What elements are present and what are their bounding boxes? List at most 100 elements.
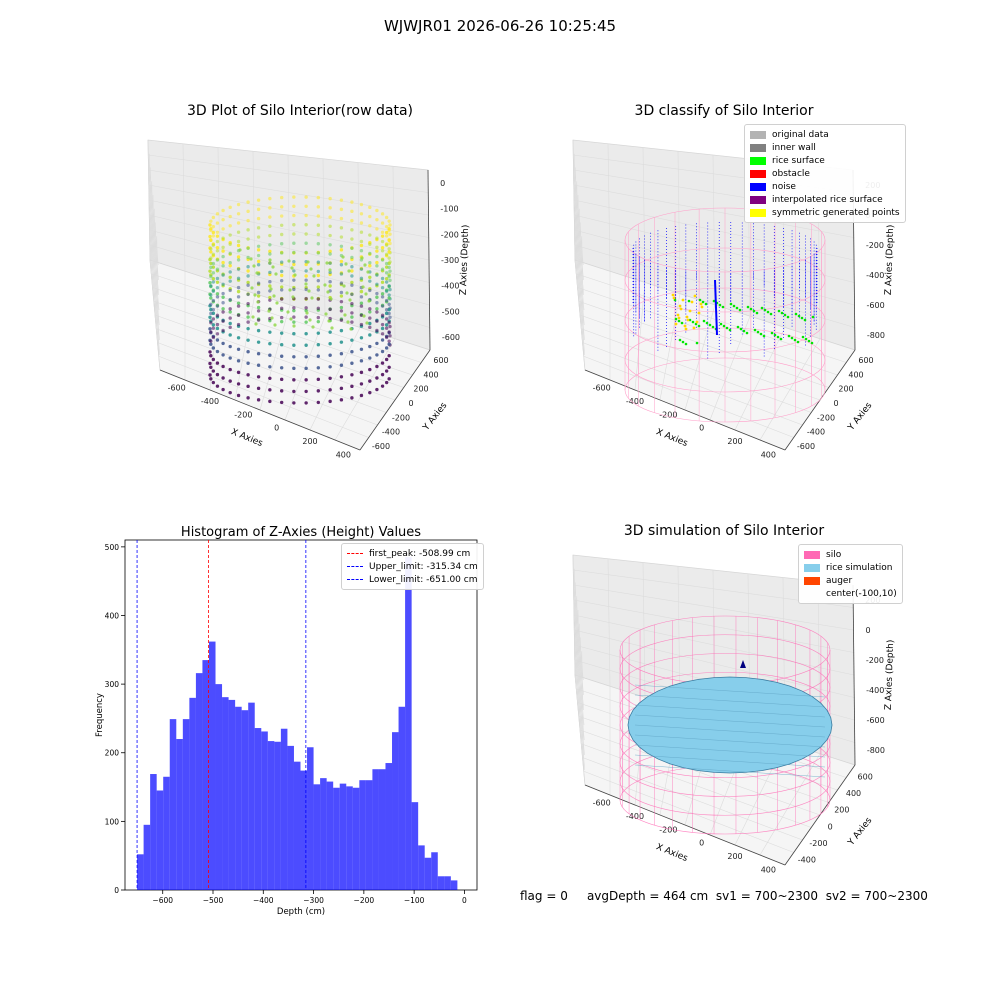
raw-point bbox=[290, 266, 294, 270]
raw-point bbox=[375, 387, 379, 392]
simulation-gridline bbox=[580, 637, 583, 758]
raw-point bbox=[236, 267, 241, 271]
classify-rice-point bbox=[697, 324, 701, 328]
classify-rice-point bbox=[801, 335, 805, 339]
raw-point bbox=[339, 398, 344, 402]
raw-point bbox=[316, 273, 321, 278]
raw-point bbox=[228, 242, 232, 246]
raw-point bbox=[268, 279, 272, 284]
histogram-bar bbox=[182, 719, 190, 890]
raw-gridline bbox=[157, 342, 378, 426]
raw-point bbox=[375, 328, 379, 333]
raw-point bbox=[228, 367, 232, 372]
raw-point bbox=[246, 338, 250, 342]
classify-x-tick: -600 bbox=[593, 384, 611, 393]
raw-point bbox=[221, 341, 225, 346]
raw-point bbox=[228, 261, 232, 265]
raw-point bbox=[384, 346, 389, 350]
classify-rice-point bbox=[739, 327, 743, 331]
raw-point bbox=[211, 280, 216, 284]
raw-point bbox=[209, 284, 213, 288]
raw-point bbox=[384, 326, 389, 330]
histogram-y-tick: 0 bbox=[114, 886, 119, 895]
simulation-y-tick: -400 bbox=[798, 856, 816, 865]
raw-point bbox=[215, 372, 220, 377]
raw-point bbox=[328, 388, 332, 392]
classify-rice-point bbox=[776, 335, 780, 339]
raw-point bbox=[384, 265, 389, 269]
raw-point bbox=[209, 219, 213, 223]
raw-point bbox=[215, 258, 220, 262]
raw-point bbox=[388, 334, 392, 338]
histogram-legend-label: Upper_limit: -315.34 cm bbox=[369, 561, 478, 572]
classify-gridline bbox=[580, 222, 583, 343]
raw-point bbox=[316, 354, 321, 358]
raw-point bbox=[359, 347, 364, 352]
raw-point bbox=[236, 347, 241, 352]
raw-point bbox=[387, 311, 391, 316]
raw-point bbox=[211, 271, 216, 275]
raw-y-tick: -400 bbox=[382, 428, 400, 437]
raw-point bbox=[350, 311, 354, 315]
raw-gridline bbox=[148, 199, 160, 311]
raw-point bbox=[256, 253, 261, 258]
raw-point bbox=[279, 223, 284, 227]
classify-rice-point bbox=[732, 304, 736, 308]
simulation-x-label: X Axies bbox=[654, 842, 689, 864]
simulation-x-axis bbox=[584, 784, 786, 866]
raw-point bbox=[384, 252, 389, 257]
raw-point bbox=[221, 236, 225, 240]
raw-point bbox=[309, 267, 313, 271]
raw-point bbox=[268, 233, 272, 238]
raw-point bbox=[324, 312, 328, 316]
raw-point bbox=[292, 204, 296, 208]
raw-point bbox=[339, 198, 344, 202]
classify-rice-point bbox=[695, 341, 699, 345]
raw-point bbox=[236, 382, 241, 386]
raw-point bbox=[215, 384, 220, 388]
raw-point bbox=[279, 389, 284, 393]
histogram-bar bbox=[254, 728, 262, 890]
raw-point bbox=[305, 311, 309, 315]
raw-point bbox=[328, 284, 332, 288]
raw-point bbox=[292, 401, 296, 405]
classify-rice-point bbox=[766, 310, 770, 314]
simulation-mesh-line bbox=[634, 754, 826, 768]
classify-gridline bbox=[572, 154, 584, 266]
raw-point bbox=[380, 230, 385, 235]
simulation-z-tick: -800 bbox=[867, 746, 885, 755]
classify-symmetric-point bbox=[699, 302, 703, 306]
raw-point bbox=[304, 278, 308, 282]
histogram-legend: first_peak: -508.99 cm Upper_limit: -315.… bbox=[341, 543, 484, 590]
raw-point bbox=[304, 241, 308, 245]
raw-point bbox=[328, 341, 332, 346]
classify-symmetric-point bbox=[695, 320, 699, 324]
raw-point bbox=[268, 365, 272, 369]
raw-point bbox=[211, 380, 216, 385]
raw-point bbox=[380, 280, 385, 285]
raw-point bbox=[359, 313, 364, 318]
raw-point bbox=[384, 234, 389, 238]
raw-point bbox=[209, 365, 213, 369]
raw-point bbox=[380, 361, 385, 365]
simulation-z-tick: -200 bbox=[866, 656, 884, 665]
raw-point bbox=[350, 315, 354, 319]
raw-point bbox=[236, 304, 241, 308]
raw-point bbox=[304, 287, 308, 292]
classify-rice-point bbox=[745, 331, 749, 335]
classify-z-label: Z Axies (Depth) bbox=[884, 225, 896, 296]
raw-point bbox=[350, 237, 354, 241]
histogram-bar bbox=[300, 770, 308, 890]
raw-point bbox=[268, 330, 272, 334]
histogram-bar bbox=[365, 780, 373, 890]
raw-point bbox=[215, 292, 220, 296]
raw-gridline bbox=[309, 327, 361, 431]
raw-y-tick: -600 bbox=[372, 442, 390, 451]
raw-point bbox=[367, 299, 371, 303]
raw-point bbox=[268, 341, 272, 346]
raw-point bbox=[368, 214, 372, 219]
raw-point bbox=[311, 325, 315, 329]
raw-point bbox=[209, 265, 213, 270]
simulation-z-tick: -600 bbox=[867, 716, 885, 725]
raw-point bbox=[228, 233, 232, 237]
